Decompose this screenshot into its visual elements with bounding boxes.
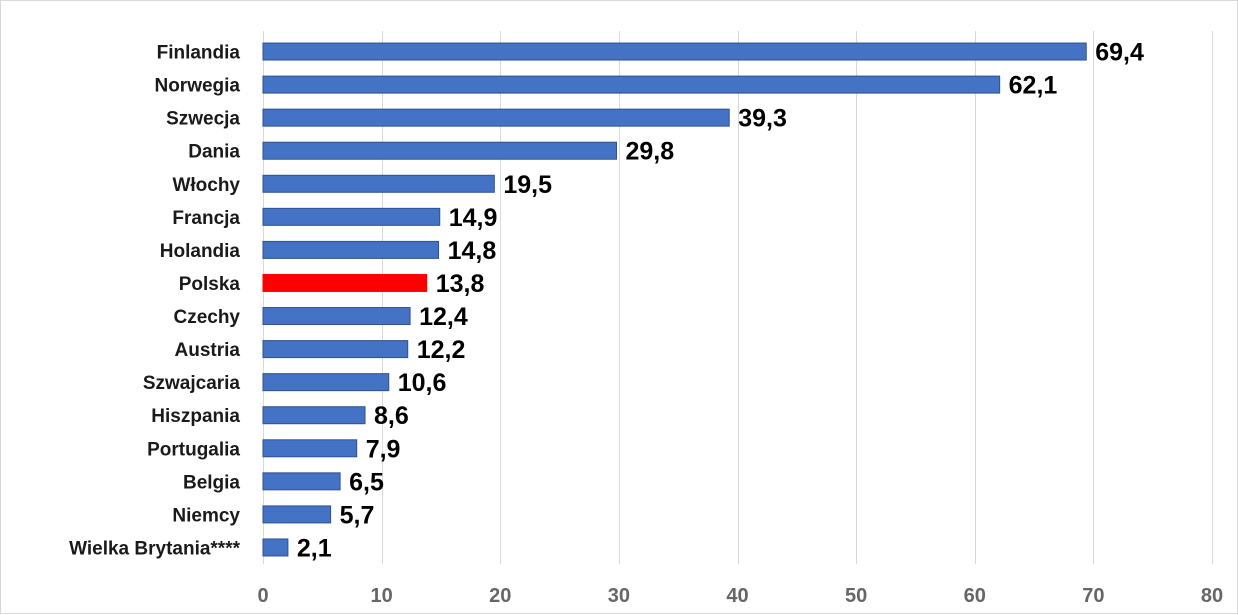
value-label-szwajcaria: 10,6 (398, 369, 447, 397)
bars (262, 42, 1087, 557)
value-label-austria: 12,2 (417, 336, 466, 364)
category-label-czechy: Czechy (173, 307, 240, 328)
value-label-francja: 14,9 (449, 204, 498, 232)
category-label-dania: Dania (188, 142, 240, 163)
category-label-wielka-brytania: Wielka Brytania**** (69, 538, 241, 559)
x-tick-label-40: 40 (726, 585, 748, 607)
category-label-holandia: Holandia (160, 241, 241, 262)
value-label-portugalia: 7,9 (366, 435, 401, 463)
value-label-finlandia: 69,4 (1095, 39, 1144, 67)
bar-niemcy (262, 505, 332, 524)
bar-norwegia (262, 75, 1001, 94)
value-label-czechy: 12,4 (419, 303, 468, 331)
value-label-belgia: 6,5 (349, 468, 384, 496)
x-tick-label-70: 70 (1082, 585, 1104, 607)
bar-finlandia (262, 42, 1087, 61)
value-label-szwecja: 39,3 (738, 105, 787, 133)
bar-austria (262, 340, 409, 359)
x-tick-label-50: 50 (845, 585, 867, 607)
bar-belgia (262, 472, 341, 491)
x-tick-label-10: 10 (371, 585, 393, 607)
value-label-norwegia: 62,1 (1009, 72, 1058, 100)
value-label-dania: 29,8 (626, 138, 675, 166)
value-label-holandia: 14,8 (448, 237, 497, 265)
category-label-francja: Francja (172, 208, 240, 229)
category-label-szwecja: Szwecja (166, 109, 240, 130)
category-label-wlochy: Włochy (172, 175, 240, 196)
bar-hiszpania (262, 406, 366, 425)
category-label-austria: Austria (175, 340, 241, 361)
value-label-wlochy: 19,5 (503, 171, 552, 199)
x-tick-label-0: 0 (257, 585, 268, 607)
category-labels: Finlandia Norwegia Szwecja Dania Włochy Franc… (69, 43, 241, 560)
category-label-portugalia: Portugalia (147, 439, 240, 460)
category-label-niemcy: Niemcy (172, 505, 240, 526)
category-label-norwegia: Norwegia (154, 76, 240, 97)
value-label-hiszpania: 8,6 (374, 402, 409, 430)
value-label-wielka-brytania: 2,1 (297, 534, 332, 562)
value-labels: 69,4 62,1 39,3 29,8 19,514,9 14,8 13,8 12,4 12,2… (297, 39, 1144, 563)
bar-szwecja (262, 108, 730, 127)
bar-dania (262, 141, 618, 160)
x-tick-label-80: 80 (1201, 585, 1223, 607)
category-label-belgia: Belgia (183, 472, 240, 493)
bar-portugalia (262, 439, 358, 458)
value-label-niemcy: 5,7 (340, 501, 375, 529)
category-label-hiszpania: Hiszpania (151, 406, 240, 427)
bar-wlochy (262, 174, 495, 193)
x-tick-label-30: 30 (608, 585, 630, 607)
bar-czechy (262, 307, 411, 326)
x-axis-tick-labels: 0 10 20 30 40 50 60 70 80 (257, 585, 1223, 607)
bar-polska (262, 273, 428, 292)
bar-wielka-brytania (262, 538, 289, 557)
category-label-polska: Polska (179, 274, 241, 295)
category-label-szwajcaria: Szwajcaria (143, 373, 241, 394)
bar-francja (262, 207, 441, 226)
x-tick-label-60: 60 (964, 585, 986, 607)
bar-szwajcaria (262, 373, 390, 392)
value-label-polska: 13,8 (436, 270, 485, 298)
x-tick-label-20: 20 (489, 585, 511, 607)
bar-holandia (262, 240, 440, 259)
category-label-finlandia: Finlandia (157, 43, 241, 64)
